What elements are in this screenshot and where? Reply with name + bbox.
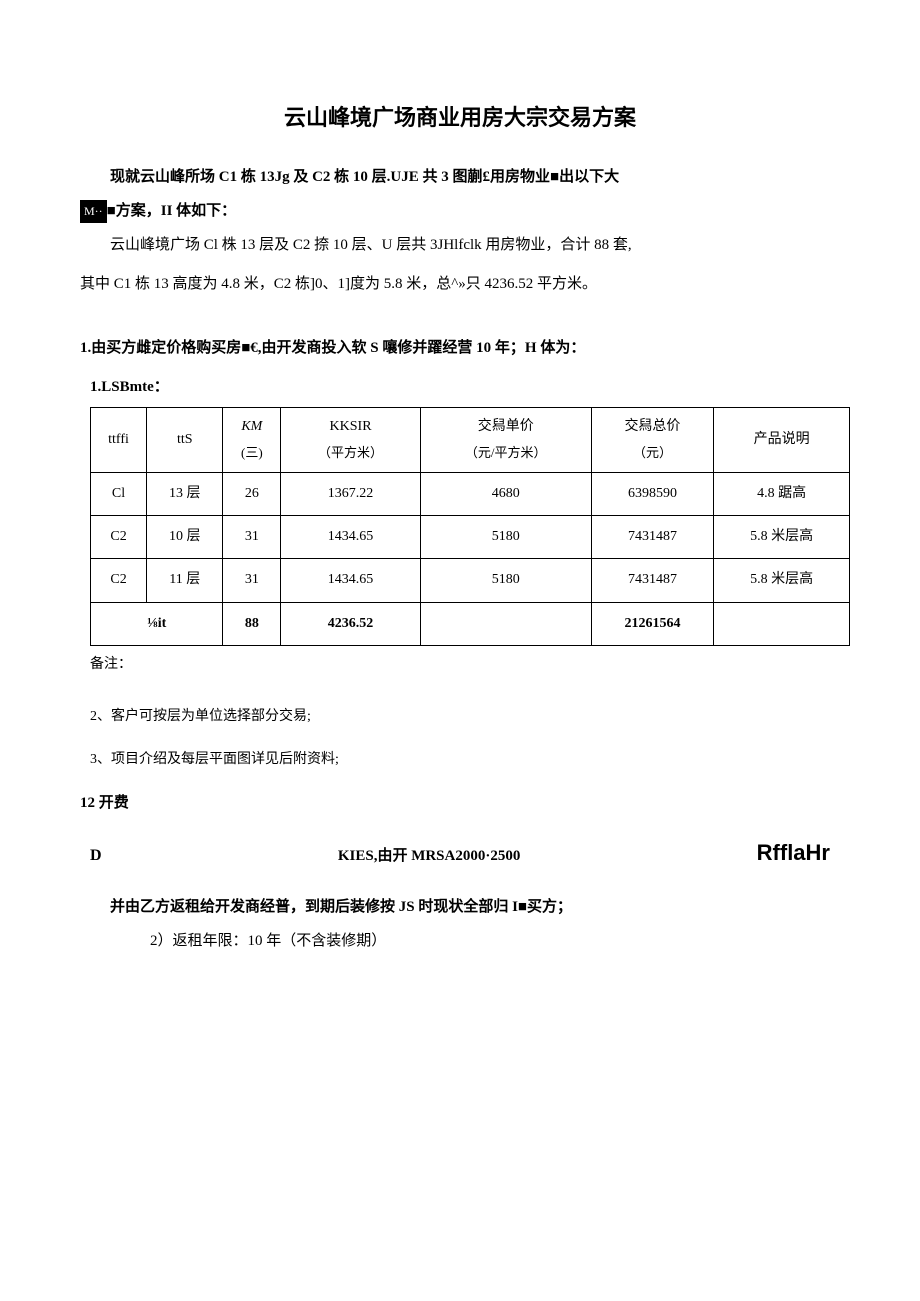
col-header: ttS bbox=[147, 408, 223, 472]
table-cell: 1434.65 bbox=[281, 559, 421, 602]
col-subheader: (三) bbox=[223, 441, 281, 472]
paragraph-3: 云山峰境广场 Cl 株 13 层及 C2 捺 10 层、U 层共 3JHlfcl… bbox=[80, 233, 840, 257]
table-cell: 5180 bbox=[420, 515, 591, 558]
table-cell: 26 bbox=[223, 472, 281, 515]
table-cell: 1434.65 bbox=[281, 515, 421, 558]
row-line: D KIES,由开 MRSA2000·2500 RfflaHr bbox=[80, 835, 840, 870]
table-footer-row: ⅛it 88 4236.52 21261564 bbox=[91, 602, 850, 645]
col-header: 交舄单价 bbox=[420, 408, 591, 441]
table-cell: 4.8 踞高 bbox=[714, 472, 850, 515]
table-cell: 7431487 bbox=[591, 515, 714, 558]
table-cell: C2 bbox=[91, 559, 147, 602]
col-subheader: （元/平方米） bbox=[420, 441, 591, 472]
note-label: 备注： bbox=[90, 654, 840, 676]
row-r: RfflaHr bbox=[757, 835, 830, 870]
col-subheader: （元） bbox=[591, 441, 714, 472]
table-cell bbox=[420, 602, 591, 645]
paragraph-2-rest: ■方案，II 体如下： bbox=[107, 203, 237, 219]
col-header: KM bbox=[223, 408, 281, 441]
paragraph-6: 2）返租年限：10 年（不含装修期） bbox=[120, 929, 840, 953]
table-cell: 4236.52 bbox=[281, 602, 421, 645]
table-cell: 10 层 bbox=[147, 515, 223, 558]
paragraph-2: M··■方案，II 体如下： bbox=[80, 199, 840, 223]
table-cell: 21261564 bbox=[591, 602, 714, 645]
table-cell: 88 bbox=[223, 602, 281, 645]
paragraph-4: 其中 C1 栋 13 高度为 4.8 米，C2 栋]0、1]度为 5.8 米，总… bbox=[80, 272, 840, 296]
table-row: C2 11 层 31 1434.65 5180 7431487 5.8 米层高 bbox=[91, 559, 850, 602]
list-item-3: 3、项目介绍及每层平面图详见后附资料; bbox=[90, 749, 840, 771]
table-header-row-top: ttffi ttS KM KKSIR 交舄单价 交舄总价 产品说明 bbox=[91, 408, 850, 441]
table-cell: 31 bbox=[223, 515, 281, 558]
paragraph-1: 现就云山峰所场 C1 栋 13Jg 及 C2 栋 10 层.UJE 共 3 图蒯… bbox=[80, 165, 840, 189]
pricing-table: ttffi ttS KM KKSIR 交舄单价 交舄总价 产品说明 (三) （平… bbox=[90, 407, 850, 646]
table-cell: 13 层 bbox=[147, 472, 223, 515]
page-title: 云山峰境广场商业用房大宗交易方案 bbox=[80, 100, 840, 135]
table-cell: 6398590 bbox=[591, 472, 714, 515]
col-header: KKSIR bbox=[281, 408, 421, 441]
row-mid: KIES,由开 MRSA2000·2500 bbox=[338, 844, 521, 868]
table-cell bbox=[714, 602, 850, 645]
table-cell: 11 层 bbox=[147, 559, 223, 602]
black-box-label: M·· bbox=[80, 200, 107, 223]
table-cell: 7431487 bbox=[591, 559, 714, 602]
table-cell: 31 bbox=[223, 559, 281, 602]
list-item-2: 2、客户可按层为单位选择部分交易; bbox=[90, 706, 840, 728]
table-cell: Cl bbox=[91, 472, 147, 515]
col-header: 产品说明 bbox=[714, 408, 850, 472]
section-1-heading: 1.由买方雌定价格购买房■€,由开发商投入软 S 嚷修并躍经营 10 年；H 体… bbox=[80, 336, 840, 360]
table-cell: 4680 bbox=[420, 472, 591, 515]
table-row: C2 10 层 31 1434.65 5180 7431487 5.8 米层高 bbox=[91, 515, 850, 558]
sub-heading-12: 12 开费 bbox=[80, 791, 840, 815]
table-cell: ⅛it bbox=[91, 602, 223, 645]
col-subheader: （平方米） bbox=[281, 441, 421, 472]
col-header: ttffi bbox=[91, 408, 147, 472]
paragraph-5: 并由乙方返租给开发商经普，到期后装修按 JS 时现状全部归 I■买方； bbox=[80, 895, 840, 919]
table-cell: C2 bbox=[91, 515, 147, 558]
row-d: D bbox=[90, 843, 102, 869]
table-cell: 5180 bbox=[420, 559, 591, 602]
table-cell: 1367.22 bbox=[281, 472, 421, 515]
col-header: 交舄总价 bbox=[591, 408, 714, 441]
table-cell: 5.8 米层高 bbox=[714, 515, 850, 558]
sub-heading-1: 1.LSBmte： bbox=[90, 375, 840, 399]
table-cell: 5.8 米层高 bbox=[714, 559, 850, 602]
table-row: Cl 13 层 26 1367.22 4680 6398590 4.8 踞高 bbox=[91, 472, 850, 515]
